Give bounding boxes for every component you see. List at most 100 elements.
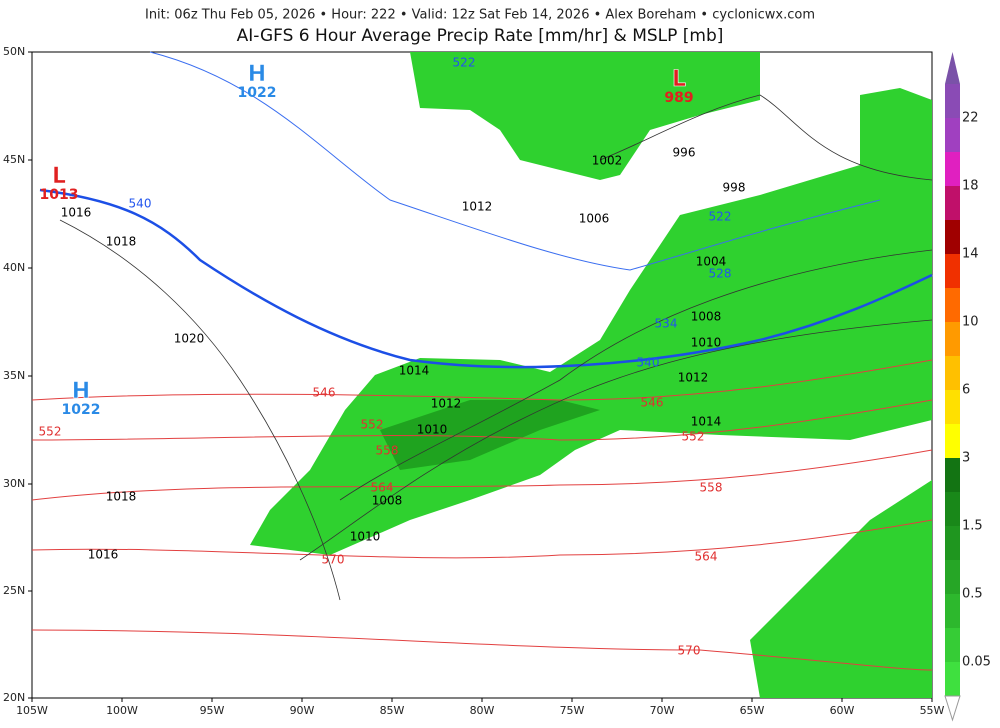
isobar-label: 1014 [399, 364, 430, 378]
precip-area [750, 480, 932, 698]
colorbar-swatch [945, 390, 960, 424]
precip-heavy [380, 400, 600, 470]
colorbar-swatch [945, 254, 960, 288]
colorbar-label: 1.5 [962, 519, 983, 534]
thickness-label: 528 [709, 267, 732, 281]
isobar-label: 1010 [691, 336, 722, 350]
isobar-label: 1018 [106, 490, 137, 504]
colorbar-swatch [945, 322, 960, 356]
thickness-label: 546 [313, 386, 336, 400]
thickness-label: 552 [39, 425, 62, 439]
isobar-label: 1002 [592, 154, 623, 168]
colorbar-swatch [945, 118, 960, 152]
lon-label: 80W [470, 704, 495, 717]
colorbar-swatch [945, 288, 960, 322]
isobar [339, 249, 933, 501]
isobar-label: 1014 [691, 415, 722, 429]
lat-label: 20N [3, 691, 25, 704]
lon-label: 105W [16, 704, 48, 717]
thickness-label: 558 [376, 444, 399, 458]
colorbar-swatch [945, 186, 960, 220]
thickness-line [31, 399, 933, 441]
thickness-line [149, 51, 881, 271]
pressure-center-letter: L [52, 164, 66, 189]
thickness-label: 564 [371, 481, 394, 495]
thickness-540 [39, 188, 933, 369]
thickness-label: 540 [637, 356, 660, 370]
thickness-line [31, 629, 933, 671]
lon-label: 55W [920, 704, 945, 717]
pressure-center-value: 989 [664, 90, 693, 106]
thickness-label: 552 [682, 430, 705, 444]
thickness-label: 558 [700, 481, 723, 495]
colorbar-arrow [945, 52, 960, 84]
colorbar-label: 0.05 [962, 655, 991, 670]
isobar [59, 219, 341, 601]
colorbar-label: 18 [962, 179, 979, 194]
pressure-center-letter: L [672, 67, 686, 92]
thickness-label: 552 [361, 418, 384, 432]
colorbar-swatch [945, 424, 960, 458]
pressure-center-letter: H [248, 62, 266, 87]
colorbar-label: 6 [962, 383, 970, 398]
colorbar-swatch [945, 662, 960, 696]
isobar-label: 996 [673, 146, 696, 160]
pressure-center-value: 1022 [238, 85, 277, 101]
thickness-line [31, 519, 933, 559]
isobar-label: 1016 [88, 548, 119, 562]
thickness-label: 546 [641, 396, 664, 410]
colorbar-swatch [945, 594, 960, 628]
lon-label: 75W [560, 704, 585, 717]
pressure-center-value: 1022 [62, 402, 101, 418]
thickness-label: 570 [322, 553, 345, 567]
colorbar-label: 0.5 [962, 587, 983, 602]
lon-label: 100W [106, 704, 138, 717]
pressure-center-letter: H [72, 379, 90, 404]
lon-label: 70W [650, 704, 675, 717]
lat-label: 35N [3, 369, 25, 382]
isobar [299, 319, 933, 561]
lon-label: 95W [200, 704, 225, 717]
colorbar-arrow [944, 695, 961, 722]
lon-label: 60W [830, 704, 855, 717]
isobar-label: 998 [723, 181, 746, 195]
lat-label: 40N [3, 261, 25, 274]
colorbar-swatch [945, 458, 960, 492]
isobar-label: 1016 [61, 206, 92, 220]
colorbar-label: 10 [962, 315, 979, 330]
colorbar-swatch [945, 152, 960, 186]
isobar-label: 1006 [579, 212, 610, 226]
isobar-label: 1018 [106, 235, 137, 249]
lon-label: 85W [380, 704, 405, 717]
lon-label: 90W [290, 704, 315, 717]
thickness-label: 540 [129, 197, 152, 211]
isobar-label: 1008 [372, 494, 403, 508]
isobar-label: 1020 [174, 332, 205, 346]
map-title: AI-GFS 6 Hour Average Precip Rate [mm/hr… [237, 26, 724, 46]
thickness-label: 522 [453, 56, 476, 70]
isobar-label: 1010 [417, 423, 448, 437]
isobar-label: 1012 [431, 397, 462, 411]
isobar [599, 94, 933, 181]
contours [31, 51, 933, 671]
colorbar-swatch [945, 356, 960, 390]
thickness-line [31, 449, 933, 501]
isobar-label: 1012 [678, 371, 709, 385]
colorbar-swatch [945, 220, 960, 254]
lat-label: 25N [3, 584, 25, 597]
isobar-label: 1004 [696, 255, 727, 269]
thickness-label: 522 [709, 210, 732, 224]
thickness-label: 564 [695, 550, 718, 564]
pressure-center-value: 1013 [40, 187, 79, 203]
colorbar-label: 3 [962, 451, 970, 466]
thickness-label: 570 [678, 644, 701, 658]
colorbar-label: 22 [962, 111, 979, 126]
isobar-label: 1012 [462, 200, 493, 214]
colorbar-swatch [945, 84, 960, 118]
precip-area [410, 52, 760, 180]
isobar-label: 1008 [691, 310, 722, 324]
precip-areas [250, 52, 932, 698]
colorbar [944, 52, 961, 722]
colorbar-swatch [945, 560, 960, 594]
